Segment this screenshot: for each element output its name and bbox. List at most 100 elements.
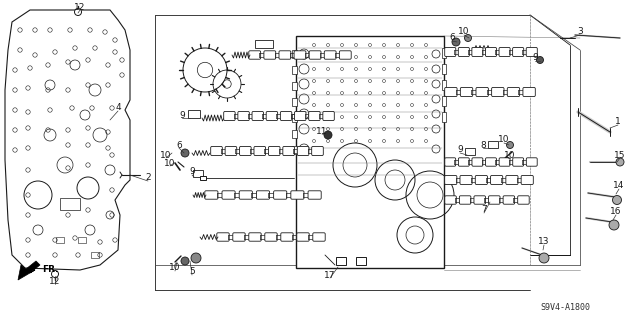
- Bar: [292, 114, 297, 122]
- Text: 14: 14: [613, 182, 625, 190]
- Circle shape: [465, 34, 472, 41]
- FancyBboxPatch shape: [460, 196, 471, 204]
- FancyBboxPatch shape: [266, 111, 278, 121]
- Text: 4: 4: [115, 103, 121, 113]
- Text: 11: 11: [316, 127, 328, 136]
- Text: 10: 10: [160, 151, 172, 160]
- Text: 10: 10: [164, 159, 176, 167]
- FancyBboxPatch shape: [297, 233, 309, 241]
- Circle shape: [51, 271, 58, 278]
- Bar: [442, 112, 446, 122]
- FancyBboxPatch shape: [503, 196, 515, 204]
- FancyBboxPatch shape: [445, 87, 457, 97]
- FancyBboxPatch shape: [238, 111, 250, 121]
- FancyBboxPatch shape: [205, 191, 218, 199]
- FancyBboxPatch shape: [233, 233, 245, 241]
- FancyBboxPatch shape: [274, 191, 287, 199]
- Bar: [292, 82, 297, 90]
- FancyBboxPatch shape: [217, 233, 229, 241]
- Bar: [296, 36, 444, 268]
- Circle shape: [506, 142, 513, 149]
- Bar: [255, 40, 273, 48]
- Bar: [292, 98, 297, 106]
- Circle shape: [612, 196, 621, 204]
- Text: 15: 15: [614, 151, 626, 160]
- FancyBboxPatch shape: [257, 191, 269, 199]
- Bar: [442, 64, 446, 74]
- FancyBboxPatch shape: [513, 158, 524, 166]
- FancyBboxPatch shape: [265, 233, 277, 241]
- Circle shape: [539, 253, 549, 263]
- Bar: [188, 110, 200, 118]
- FancyBboxPatch shape: [458, 158, 469, 166]
- Text: 17: 17: [324, 271, 336, 279]
- FancyBboxPatch shape: [486, 48, 497, 56]
- FancyBboxPatch shape: [339, 51, 351, 59]
- FancyBboxPatch shape: [486, 158, 497, 166]
- FancyBboxPatch shape: [492, 87, 504, 97]
- FancyBboxPatch shape: [508, 87, 520, 97]
- Text: 9: 9: [179, 110, 185, 120]
- FancyBboxPatch shape: [249, 51, 260, 59]
- Bar: [56, 237, 64, 243]
- Text: 6: 6: [449, 33, 455, 42]
- FancyBboxPatch shape: [268, 146, 280, 156]
- FancyBboxPatch shape: [445, 48, 456, 56]
- FancyBboxPatch shape: [291, 191, 304, 199]
- Circle shape: [452, 38, 460, 46]
- Bar: [292, 66, 297, 74]
- Text: 8: 8: [480, 140, 486, 150]
- FancyBboxPatch shape: [279, 51, 291, 59]
- Circle shape: [536, 56, 543, 63]
- FancyBboxPatch shape: [280, 111, 292, 121]
- FancyBboxPatch shape: [225, 146, 237, 156]
- Polygon shape: [18, 261, 40, 280]
- Polygon shape: [5, 10, 130, 270]
- FancyBboxPatch shape: [283, 146, 294, 156]
- Text: 10: 10: [169, 263, 180, 272]
- Text: 5: 5: [189, 268, 195, 277]
- FancyBboxPatch shape: [472, 158, 483, 166]
- Text: FR.: FR.: [42, 265, 58, 275]
- FancyBboxPatch shape: [526, 158, 537, 166]
- FancyBboxPatch shape: [308, 111, 320, 121]
- FancyBboxPatch shape: [211, 146, 222, 156]
- FancyBboxPatch shape: [476, 175, 488, 185]
- FancyBboxPatch shape: [264, 51, 276, 59]
- FancyBboxPatch shape: [312, 146, 323, 156]
- FancyBboxPatch shape: [222, 191, 235, 199]
- Bar: [78, 237, 86, 243]
- FancyBboxPatch shape: [313, 233, 325, 241]
- FancyBboxPatch shape: [239, 191, 252, 199]
- Circle shape: [181, 257, 189, 265]
- FancyBboxPatch shape: [526, 48, 538, 56]
- Bar: [91, 252, 99, 258]
- Text: 12: 12: [74, 3, 86, 11]
- FancyBboxPatch shape: [458, 48, 469, 56]
- Bar: [442, 48, 446, 58]
- FancyBboxPatch shape: [323, 111, 334, 121]
- Bar: [442, 80, 446, 90]
- FancyBboxPatch shape: [488, 196, 500, 204]
- FancyBboxPatch shape: [239, 146, 251, 156]
- Text: 9: 9: [457, 145, 463, 154]
- FancyBboxPatch shape: [281, 233, 293, 241]
- FancyBboxPatch shape: [249, 233, 261, 241]
- FancyBboxPatch shape: [518, 196, 529, 204]
- FancyBboxPatch shape: [513, 48, 524, 56]
- FancyBboxPatch shape: [297, 146, 309, 156]
- FancyBboxPatch shape: [308, 191, 321, 199]
- FancyBboxPatch shape: [474, 196, 486, 204]
- Text: 16: 16: [611, 207, 621, 217]
- Bar: [292, 146, 297, 154]
- FancyBboxPatch shape: [506, 175, 518, 185]
- FancyBboxPatch shape: [254, 146, 266, 156]
- Text: S9V4-A1800: S9V4-A1800: [540, 303, 590, 313]
- FancyBboxPatch shape: [476, 87, 488, 97]
- Text: 1: 1: [615, 117, 621, 127]
- FancyBboxPatch shape: [224, 111, 235, 121]
- Text: 2: 2: [145, 174, 151, 182]
- FancyBboxPatch shape: [521, 175, 533, 185]
- Text: 3: 3: [577, 27, 583, 36]
- Text: 7: 7: [481, 205, 487, 214]
